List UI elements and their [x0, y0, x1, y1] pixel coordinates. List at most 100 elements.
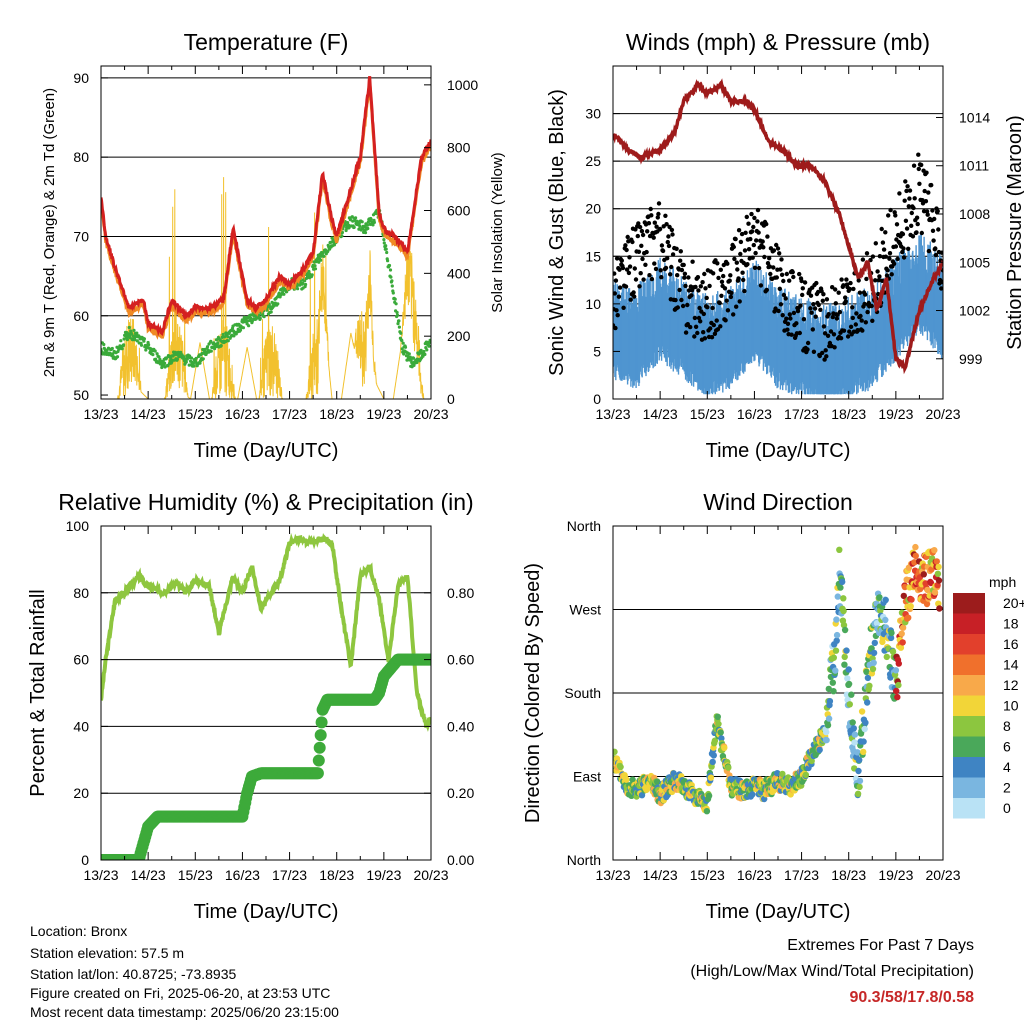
- y-tick-label: 90: [73, 70, 89, 86]
- gust-point: [620, 265, 626, 271]
- y2-tick-label: 0.60: [447, 652, 474, 668]
- direction-point: [802, 771, 810, 779]
- direction-point: [869, 665, 877, 673]
- gust-point: [822, 331, 828, 336]
- direction-point: [888, 629, 895, 637]
- direction-point: [843, 647, 850, 654]
- y-tick-label: North: [567, 852, 601, 868]
- gust-point: [764, 221, 769, 227]
- gust-point: [711, 271, 716, 276]
- gust-point: [643, 262, 648, 267]
- dewpoint-point: [179, 350, 183, 354]
- y-axis-label: Percent & Total Rainfall: [27, 589, 49, 797]
- y2-tick-label: 1014: [959, 109, 990, 125]
- gust-point: [708, 326, 713, 331]
- gust-point: [750, 255, 755, 260]
- gust-point: [837, 309, 843, 315]
- y2-tick-label: 800: [447, 140, 471, 156]
- gust-point: [681, 262, 686, 268]
- gust-point: [675, 273, 680, 278]
- dewpoint-point: [391, 291, 395, 295]
- legend-swatch: [953, 798, 985, 819]
- gust-point: [780, 313, 785, 318]
- gust-point: [863, 292, 868, 297]
- gust-point: [707, 283, 712, 289]
- gust-point: [663, 265, 669, 271]
- direction-point: [866, 682, 873, 689]
- gust-point: [809, 310, 814, 315]
- gust-point: [743, 230, 748, 235]
- direction-point: [844, 675, 851, 682]
- gust-point: [674, 246, 679, 251]
- chart-title: Relative Humidity (%) & Precipitation (i…: [58, 489, 473, 515]
- precip-points: [101, 653, 431, 860]
- gust-point: [901, 246, 906, 251]
- gust-point: [820, 298, 825, 303]
- gust-point: [822, 357, 827, 362]
- gust-point: [640, 232, 646, 238]
- gust-point: [731, 312, 736, 317]
- gust-point: [623, 284, 629, 289]
- gust-point: [823, 348, 828, 353]
- station-location: Location: Bronx: [30, 923, 128, 939]
- gust-point: [783, 296, 788, 301]
- direction-point: [908, 596, 915, 603]
- direction-point: [893, 687, 900, 695]
- gust-point: [879, 226, 884, 232]
- legend-label: 0: [1003, 800, 1011, 816]
- dewpoint-point: [358, 224, 362, 228]
- gust-point: [696, 288, 701, 293]
- direction-point: [816, 746, 823, 754]
- gust-point: [621, 305, 626, 310]
- dewpoint-point: [219, 344, 223, 348]
- gust-point: [742, 288, 747, 294]
- legend-label: 4: [1003, 759, 1011, 775]
- gust-point: [889, 272, 894, 277]
- y-tick-label: East: [573, 769, 601, 785]
- direction-point: [638, 792, 646, 799]
- y-tick-label: 20: [73, 785, 89, 801]
- x-tick-label: 15/23: [690, 867, 725, 883]
- legend-swatch: [953, 593, 985, 614]
- gust-point: [698, 319, 703, 324]
- gust-point: [777, 286, 782, 291]
- x-axis-label: Time (Day/UTC): [194, 901, 339, 923]
- x-tick-label: 18/23: [831, 867, 866, 883]
- gust-point: [744, 214, 749, 220]
- gust-point: [870, 254, 876, 259]
- x-tick-label: 13/23: [83, 406, 118, 422]
- gust-point: [761, 245, 766, 250]
- gust-point: [858, 313, 863, 319]
- direction-point: [882, 596, 889, 604]
- gust-point: [737, 299, 742, 304]
- dewpoint-point: [247, 324, 251, 328]
- gust-point: [728, 273, 733, 278]
- gust-point: [909, 210, 914, 216]
- legend-swatch: [953, 757, 985, 778]
- direction-point: [897, 644, 905, 651]
- direction-point: [917, 585, 924, 593]
- legend-label: 18: [1003, 616, 1019, 632]
- dewpoint-point: [332, 243, 336, 247]
- gust-point: [935, 208, 940, 214]
- direction-point: [858, 708, 866, 715]
- direction-point: [823, 736, 830, 744]
- direction-point: [718, 735, 725, 742]
- gust-point: [718, 324, 723, 329]
- direction-point: [832, 667, 839, 674]
- gust-point: [779, 272, 785, 277]
- gust-point: [902, 198, 907, 203]
- dewpoint-point: [120, 347, 124, 351]
- gust-point: [911, 163, 917, 168]
- dewpoint-point: [401, 341, 405, 345]
- direction-point: [623, 776, 630, 783]
- direction-point: [617, 763, 624, 771]
- y2-axis-label: Station Pressure (Maroon): [1004, 115, 1024, 350]
- gust-point: [940, 279, 943, 285]
- direction-point: [931, 589, 939, 596]
- legend-title: mph: [989, 574, 1016, 590]
- dewpoint-point: [155, 352, 159, 356]
- extremes-values: 90.3/58/17.8/0.58: [849, 989, 974, 1006]
- dewpoint-point: [397, 319, 401, 323]
- gust-point: [883, 230, 888, 235]
